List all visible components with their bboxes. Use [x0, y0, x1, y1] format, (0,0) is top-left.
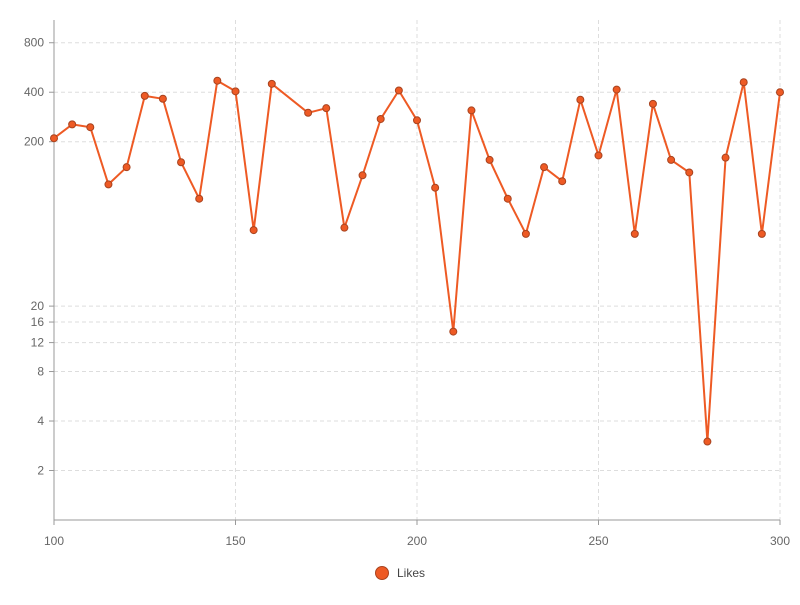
series-line-likes: [53, 79, 781, 443]
tick-labels: 100 150 200 250 300 2 4 8 12 16 20 200 400 800: [24, 36, 790, 548]
data-point: [50, 134, 58, 143]
data-point: [413, 116, 421, 125]
y-tick-label: 2: [37, 464, 44, 478]
x-tick-label: 300: [770, 534, 790, 548]
data-point: [776, 88, 784, 97]
y-tick-label: 400: [24, 85, 44, 99]
x-tick-label: 150: [225, 534, 245, 548]
x-tick-label: 100: [44, 534, 64, 548]
data-point: [249, 226, 258, 235]
x-tick-label: 200: [407, 534, 427, 548]
y-tick-label: 16: [31, 315, 45, 329]
x-tick-label: 250: [588, 534, 608, 548]
data-point: [521, 229, 530, 238]
data-point: [576, 95, 585, 104]
y-tick-label: 4: [37, 414, 44, 428]
data-point: [158, 94, 167, 103]
data-point: [667, 155, 676, 164]
data-point: [594, 151, 603, 160]
data-point: [122, 163, 131, 172]
data-point: [449, 327, 458, 336]
data-point: [68, 120, 77, 129]
data-point: [612, 85, 621, 94]
data-point: [195, 194, 204, 203]
series: [50, 76, 784, 446]
data-point: [431, 183, 440, 192]
data-point: [376, 114, 385, 123]
legend-swatch: [374, 566, 389, 580]
data-point: [86, 123, 95, 132]
data-point: [322, 104, 331, 113]
grid: [53, 20, 781, 520]
data-point: [267, 79, 276, 88]
data-point: [503, 194, 512, 203]
data-point: [304, 108, 313, 117]
data-point: [213, 76, 222, 85]
data-point: [739, 78, 748, 87]
data-point: [104, 180, 113, 189]
data-point: [140, 91, 149, 100]
data-point: [757, 229, 766, 238]
data-point: [231, 87, 240, 96]
y-tick-label: 20: [31, 299, 45, 313]
data-point: [177, 158, 186, 167]
data-point: [485, 155, 494, 164]
axes: [49, 20, 781, 525]
data-point: [558, 177, 567, 186]
data-point: [648, 99, 657, 108]
data-point: [467, 106, 476, 115]
data-point: [703, 437, 712, 446]
legend-label: Likes: [396, 566, 425, 580]
data-point: [721, 153, 730, 162]
data-point: [394, 86, 403, 95]
y-tick-label: 800: [24, 36, 44, 50]
y-tick-label: 12: [31, 336, 45, 350]
legend-item-likes[interactable]: Likes: [374, 566, 425, 580]
data-point: [540, 163, 549, 172]
y-tick-label: 200: [24, 135, 44, 149]
y-tick-label: 8: [37, 365, 44, 379]
data-point: [630, 229, 639, 238]
data-point: [685, 168, 694, 177]
data-point: [358, 171, 367, 180]
legend: Likes: [0, 562, 800, 584]
data-point: [340, 223, 349, 232]
